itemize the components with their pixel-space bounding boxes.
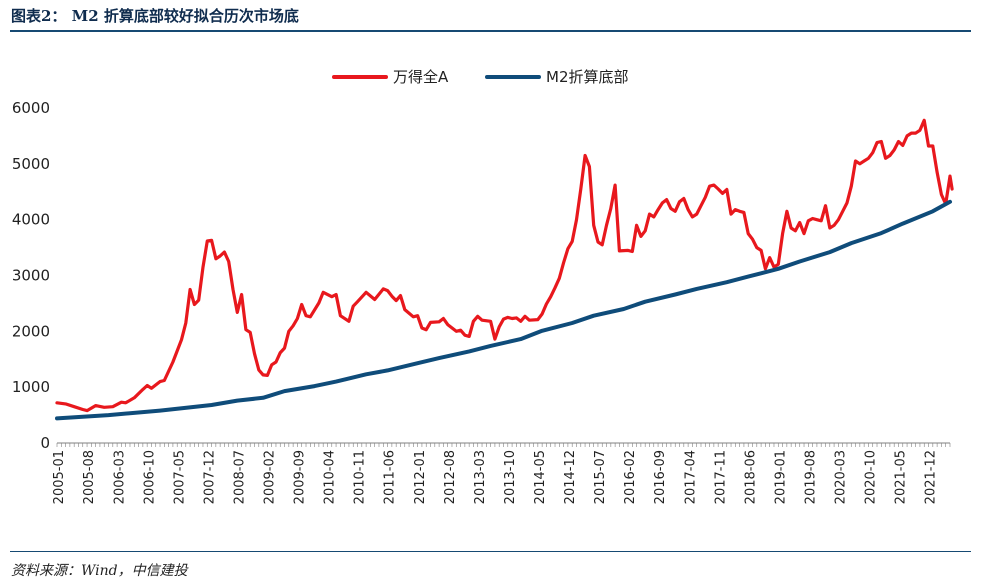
y-tick-label: 5000 xyxy=(12,155,50,173)
y-tick-label: 1000 xyxy=(12,378,50,396)
x-tick-label: 2011-06 xyxy=(383,450,398,504)
figure-title: 图表2： M2 折算底部较好拟合历次市场底 xyxy=(11,7,299,25)
x-tick-label: 2013-10 xyxy=(503,450,518,504)
x-tick-label: 2006-03 xyxy=(112,450,127,504)
y-tick-label: 2000 xyxy=(12,322,50,340)
x-tick-label: 2019-01 xyxy=(773,450,788,504)
x-tick-label: 2016-09 xyxy=(653,450,668,504)
x-tick-label: 2017-04 xyxy=(683,450,698,504)
x-tick-label: 2020-03 xyxy=(834,450,849,504)
x-tick-label: 2014-12 xyxy=(563,450,578,504)
x-tick-label: 2010-04 xyxy=(323,450,338,504)
x-tick-label: 2019-08 xyxy=(803,450,818,504)
x-tick-label: 2005-08 xyxy=(82,450,97,504)
x-tick-label: 2005-01 xyxy=(52,450,67,504)
series-line-wind-all-a xyxy=(55,118,954,413)
x-tick-label: 2012-08 xyxy=(443,450,458,504)
legend-label: 万得全A xyxy=(393,68,449,86)
x-tick-label: 2009-09 xyxy=(293,450,308,504)
x-tick-label: 2012-01 xyxy=(413,450,428,504)
x-tick-label: 2017-11 xyxy=(713,450,728,504)
x-tick-label: 2013-03 xyxy=(473,450,488,504)
source-note: 资料来源：Wind，中信建投 xyxy=(11,563,188,579)
line-chart: 0 1000 2000 3000 4000 5000 6000 2005-01 2005-08 2… xyxy=(12,68,954,504)
y-tick-label: 3000 xyxy=(12,267,50,285)
x-tick-label: 2021-05 xyxy=(894,450,909,504)
y-tick-label: 0 xyxy=(40,434,50,452)
y-tick-label: 6000 xyxy=(12,99,50,117)
legend: 万得全A M2折算底部 xyxy=(332,68,629,86)
x-tick-label: 2007-12 xyxy=(202,450,217,504)
x-tick-label: 2010-11 xyxy=(353,450,368,504)
x-tick-label: 2020-10 xyxy=(864,450,879,504)
series-group xyxy=(55,118,954,421)
x-tick-label: 2018-06 xyxy=(743,450,758,504)
x-tick-label: 2007-05 xyxy=(172,450,187,504)
x-tick-label: 2014-05 xyxy=(533,450,548,504)
y-tick-label: 4000 xyxy=(12,211,50,229)
x-tick-label: 2021-12 xyxy=(924,450,939,504)
x-tick-label: 2008-07 xyxy=(232,450,247,504)
bottom-rule xyxy=(10,551,971,552)
x-tick-label: 2009-02 xyxy=(263,450,278,504)
series-line-m2-floor xyxy=(55,199,952,421)
top-rule xyxy=(10,30,971,32)
x-tick-label: 2016-02 xyxy=(623,450,638,504)
x-tick-label: 2006-10 xyxy=(142,450,157,504)
x-tick-label: 2015-07 xyxy=(593,450,608,504)
legend-label: M2折算底部 xyxy=(546,68,629,86)
axes-group: 0 1000 2000 3000 4000 5000 6000 2005-01 2005-08 2… xyxy=(12,99,951,504)
